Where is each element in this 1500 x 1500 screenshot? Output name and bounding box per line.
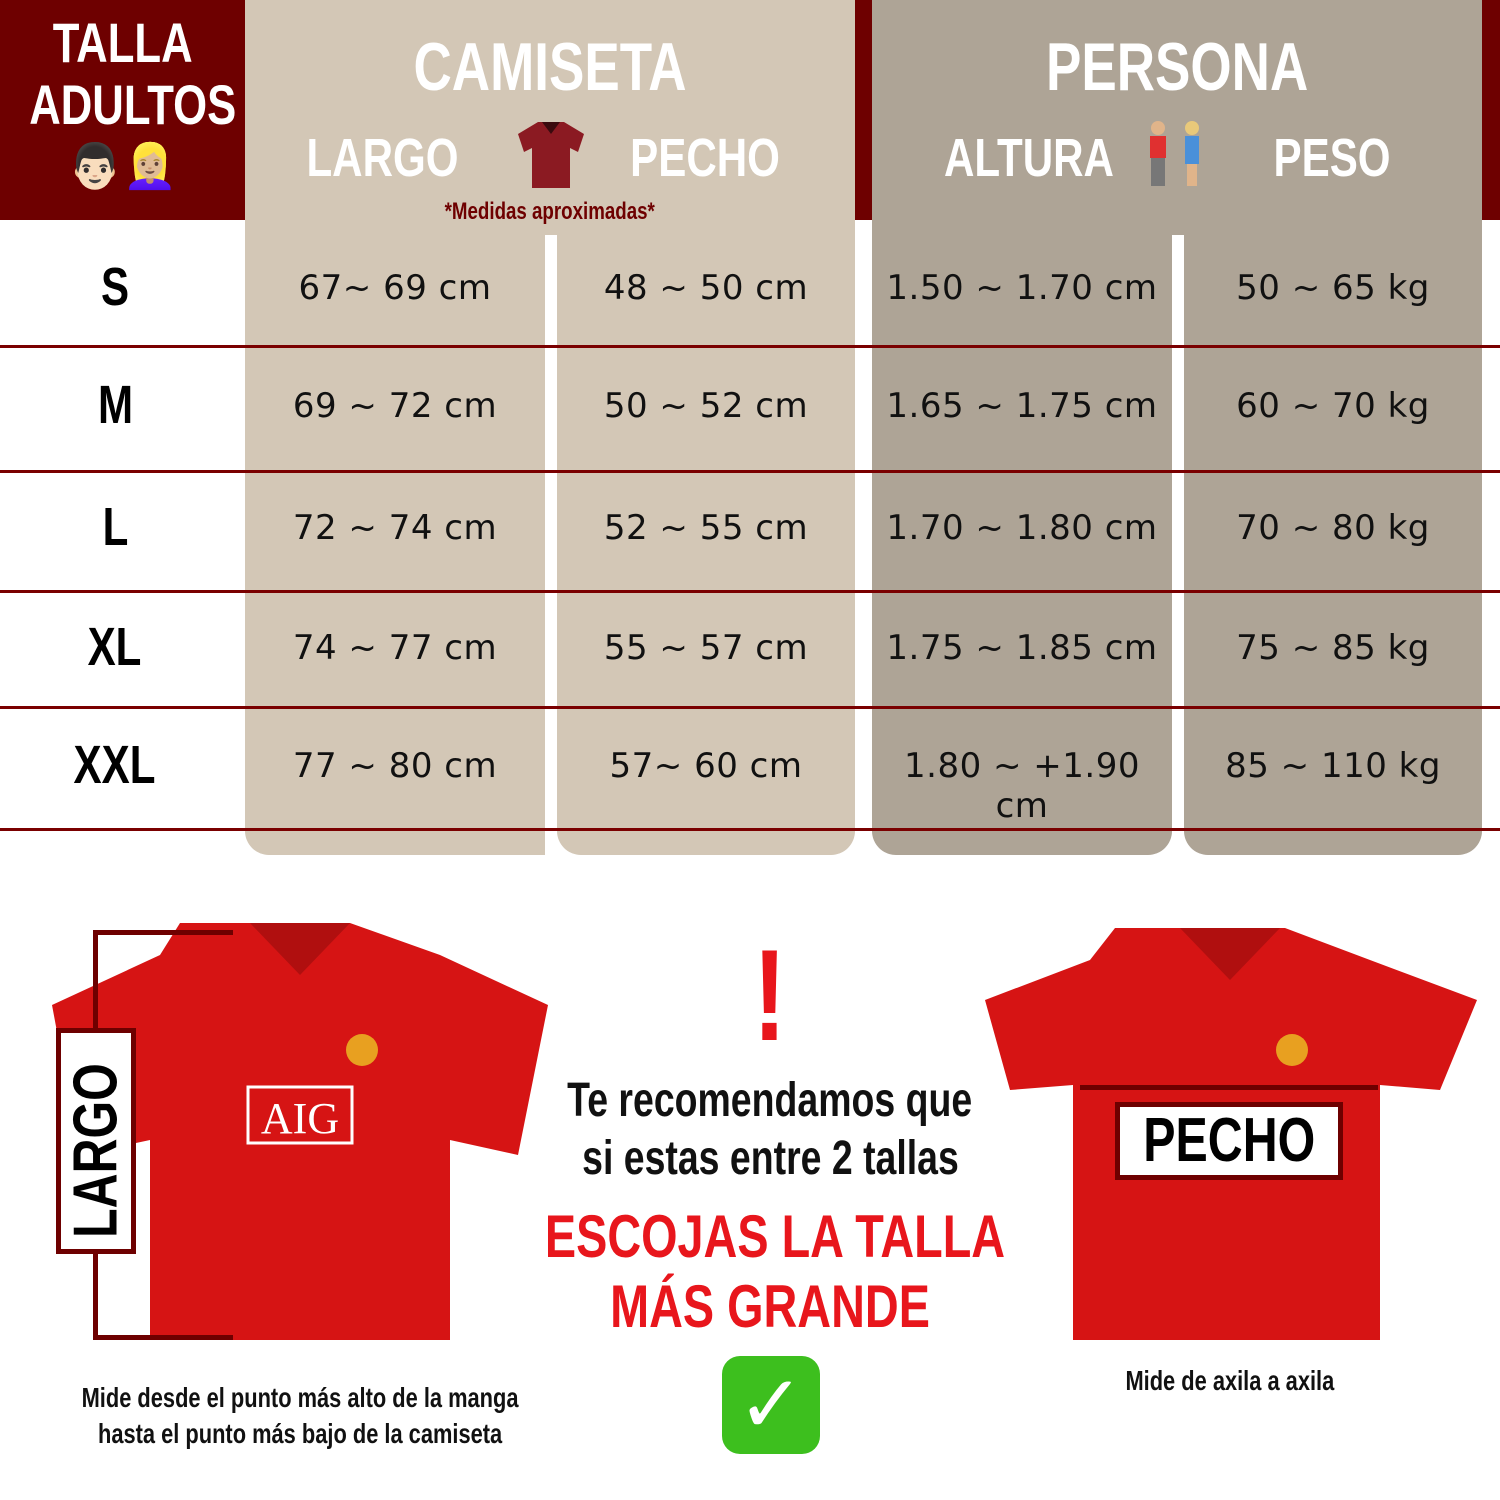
pecho-measure-line [1080, 1085, 1378, 1090]
title-adultos: ADULTOS [29, 73, 237, 136]
cell-altura: 1.65 ~ 1.75 cm [886, 386, 1158, 426]
row-divider [0, 706, 1500, 709]
pecho-caption: Mide de axila a axila [1125, 1365, 1335, 1396]
size-label: M [97, 375, 133, 435]
cell-largo: 72 ~ 74 cm [292, 508, 498, 548]
size-label: L [102, 497, 128, 557]
size-label: S [100, 257, 130, 317]
sponsor-text: AIG [261, 1094, 339, 1143]
cell-peso: 85 ~ 110 kg [1225, 746, 1441, 786]
row-divider [0, 828, 1500, 831]
pecho-label: PECHO [1143, 1106, 1315, 1175]
cell-pecho: 52 ~ 55 cm [603, 508, 809, 548]
title-block [0, 0, 245, 220]
largo-label: LARGO [61, 1063, 131, 1238]
check-mark: ✓ [737, 1358, 805, 1451]
cell-largo: 77 ~ 80 cm [292, 746, 498, 786]
cell-altura: 1.50 ~ 1.70 cm [886, 268, 1158, 308]
check-icon: ✓ [722, 1356, 820, 1454]
cell-pecho: 57~ 60 cm [609, 746, 803, 786]
camiseta-title: CAMISETA [413, 29, 687, 105]
cell-altura: 1.70 ~ 1.80 cm [886, 508, 1158, 548]
shirt-largo-image: AIG [52, 923, 548, 1340]
camiseta-header [245, 0, 855, 235]
cell-peso: 60 ~ 70 kg [1236, 386, 1430, 426]
row-divider [0, 470, 1500, 473]
cell-pecho: 55 ~ 57 cm [603, 628, 809, 668]
persona-title: PERSONA [1045, 29, 1309, 105]
recommend-line-2: si estas entre 2 tallas [581, 1132, 959, 1185]
cell-peso: 75 ~ 85 kg [1236, 628, 1430, 668]
cell-largo: 74 ~ 77 cm [292, 628, 498, 668]
highlight-line-1: ESCOJAS LA TALLA [544, 1203, 1006, 1270]
size-label: XXL [74, 735, 156, 795]
divider-bar [855, 0, 872, 220]
size-label: XL [88, 617, 142, 677]
exclamation-icon: ! [753, 922, 787, 1068]
persona-header [872, 0, 1482, 235]
polo-shirt-icon [518, 122, 584, 188]
cell-peso: 50 ~ 65 kg [1236, 268, 1430, 308]
largo-label-box [56, 1028, 136, 1254]
col-pecho-header: PECHO [630, 128, 780, 188]
row-divider [0, 590, 1500, 593]
cell-altura: 1.75 ~ 1.85 cm [886, 628, 1158, 668]
cell-largo: 67~ 69 cm [298, 268, 492, 308]
cell-peso: 70 ~ 80 kg [1236, 508, 1430, 548]
row-divider [0, 345, 1500, 348]
cell-largo: 69 ~ 72 cm [292, 386, 498, 426]
cell-pecho: 50 ~ 52 cm [603, 386, 809, 426]
measurements-note: *Medidas aproximadas* [444, 198, 656, 225]
title-talla: TALLA [52, 11, 193, 74]
highlight-line-2: MÁS GRANDE [610, 1273, 930, 1340]
col-peso-header: PESO [1273, 128, 1391, 188]
largo-caption-2: hasta el punto más bajo de la camiseta [97, 1418, 503, 1449]
couple-icon [1150, 121, 1199, 186]
divider-bar [1482, 0, 1500, 220]
cell-pecho: 48 ~ 50 cm [603, 268, 809, 308]
recommend-line-1: Te recomendamos que [567, 1074, 973, 1127]
col-largo-header: LARGO [305, 128, 459, 188]
cell-altura: 1.80 ~ +1.90 cm [904, 746, 1140, 826]
largo-caption-1: Mide desde el punto más alto de la manga [81, 1382, 519, 1413]
pecho-label-box [1115, 1102, 1343, 1180]
col-altura-header: ALTURA [943, 128, 1114, 188]
people-emoji-icon: 👨🏻👱🏼‍♀️ [67, 142, 178, 191]
